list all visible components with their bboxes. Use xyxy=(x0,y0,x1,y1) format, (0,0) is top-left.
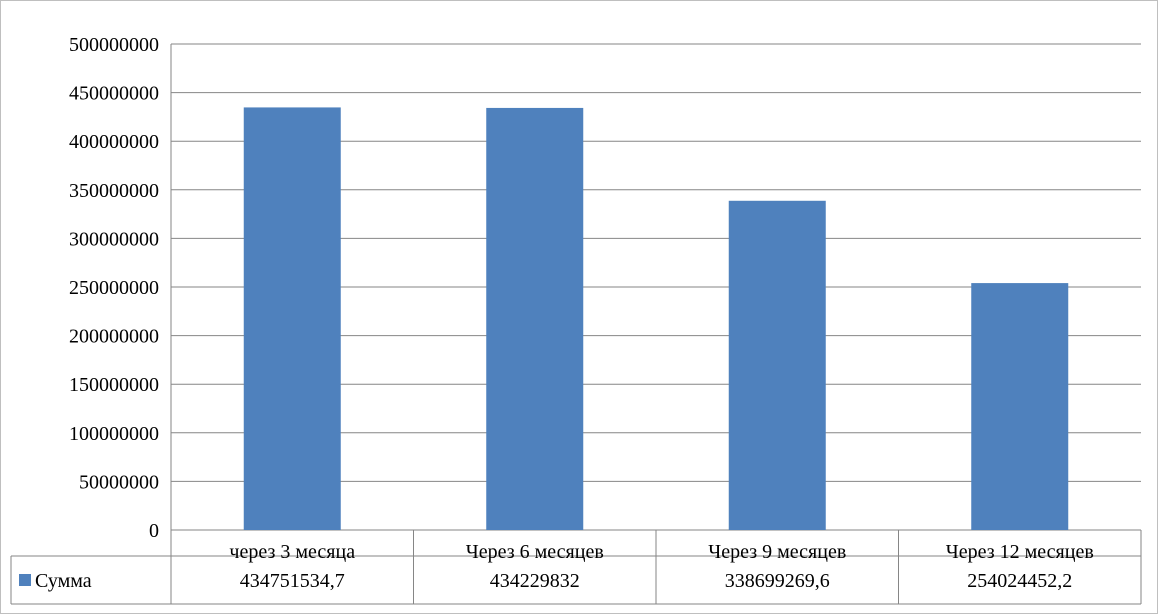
bar xyxy=(971,283,1069,530)
legend-swatch xyxy=(19,574,31,586)
category-label: Через 12 месяцев xyxy=(946,541,1094,563)
y-tick-label: 300000000 xyxy=(69,228,159,250)
data-table-value: 254024452,2 xyxy=(967,570,1072,592)
category-label: Через 9 месяцев xyxy=(708,541,846,563)
data-table-value: 434751534,7 xyxy=(240,570,345,592)
legend-series-name: Сумма xyxy=(35,570,92,592)
y-tick-label: 100000000 xyxy=(69,423,159,445)
y-tick-label: 50000000 xyxy=(79,471,159,493)
data-table-value: 338699269,6 xyxy=(725,570,830,592)
bar xyxy=(728,200,826,531)
data-table-value: 434229832 xyxy=(490,570,580,592)
y-tick-label: 150000000 xyxy=(69,374,159,396)
bar xyxy=(243,107,341,530)
y-tick-label: 350000000 xyxy=(69,180,159,202)
y-tick-label: 250000000 xyxy=(69,277,159,299)
y-tick-label: 500000000 xyxy=(69,34,159,56)
bar xyxy=(486,107,584,531)
y-tick-label: 450000000 xyxy=(69,83,159,105)
category-label: Через 6 месяцев xyxy=(466,541,604,563)
category-label: через 3 месяца xyxy=(229,541,355,563)
y-tick-label: 0 xyxy=(149,520,159,542)
y-tick-label: 400000000 xyxy=(69,131,159,153)
y-tick-label: 200000000 xyxy=(69,326,159,348)
